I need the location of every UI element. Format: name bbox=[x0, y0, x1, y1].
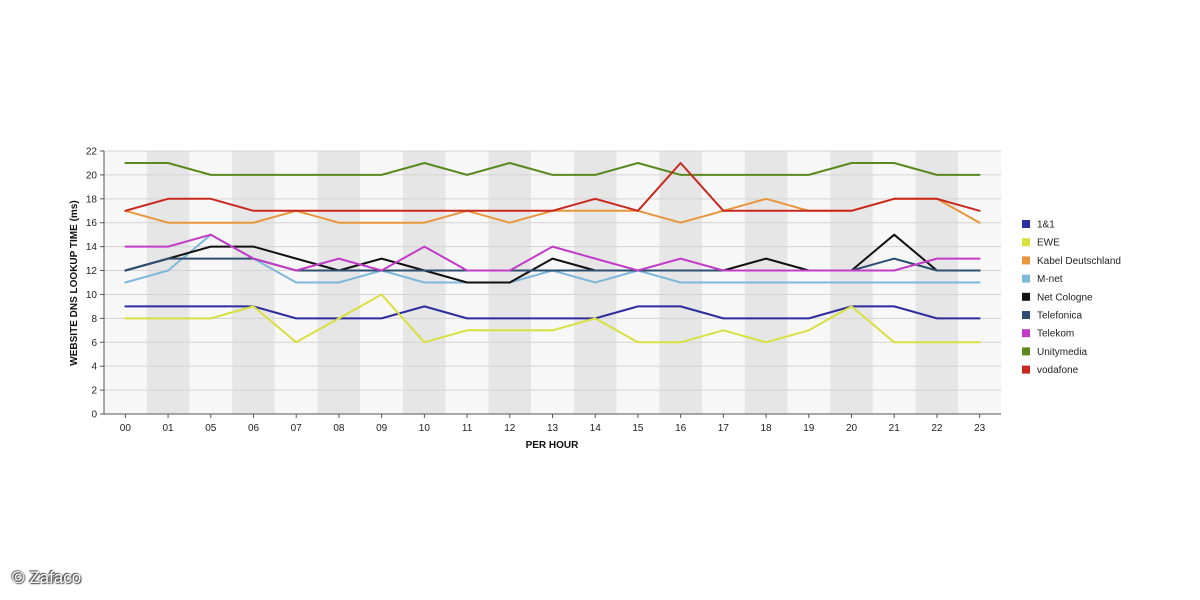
legend-label: vodafone bbox=[1037, 365, 1079, 376]
x-tick-label: 10 bbox=[419, 423, 431, 434]
x-tick-label: 12 bbox=[504, 423, 516, 434]
x-tick-label: 18 bbox=[761, 423, 773, 434]
x-tick-label: 01 bbox=[163, 423, 175, 434]
y-tick-label: 2 bbox=[91, 386, 97, 397]
y-tick-label: 10 bbox=[86, 290, 98, 301]
y-tick-label: 0 bbox=[91, 410, 97, 421]
legend-label: Net Cologne bbox=[1037, 292, 1093, 303]
x-tick-label: 23 bbox=[974, 423, 986, 434]
y-tick-label: 6 bbox=[91, 338, 97, 349]
legend-label: M-net bbox=[1037, 274, 1063, 285]
plot-band bbox=[531, 151, 574, 414]
plot-band bbox=[232, 151, 275, 414]
x-tick-label: 00 bbox=[120, 423, 132, 434]
legend-swatch bbox=[1022, 256, 1030, 265]
x-tick-label: 05 bbox=[205, 423, 217, 434]
legend-label: Unitymedia bbox=[1037, 347, 1087, 358]
y-axis-ticks: 0 2 4 6 8 10 12 14 16 18 20 22 bbox=[86, 147, 104, 421]
y-tick-label: 16 bbox=[86, 218, 98, 229]
x-tick-label: 13 bbox=[547, 423, 559, 434]
watermark: © Zafaco bbox=[12, 568, 82, 587]
legend-label: Telefonica bbox=[1037, 311, 1082, 322]
legend-swatch bbox=[1022, 311, 1030, 319]
x-tick-label: 09 bbox=[376, 423, 388, 434]
x-tick-label: 20 bbox=[846, 423, 858, 434]
legend-swatch bbox=[1022, 365, 1030, 374]
plot-band bbox=[146, 151, 190, 414]
legend-label: 1&1 bbox=[1037, 220, 1055, 231]
series-line bbox=[124, 233, 981, 272]
plot-band bbox=[189, 151, 233, 414]
plot-background bbox=[104, 151, 1001, 414]
legend-swatch bbox=[1022, 238, 1030, 247]
y-tick-label: 4 bbox=[91, 362, 97, 373]
x-tick-label: 15 bbox=[632, 423, 644, 434]
legend-swatch bbox=[1022, 274, 1030, 283]
plot-band bbox=[616, 151, 660, 414]
series-line bbox=[124, 305, 981, 320]
x-tick-label: 22 bbox=[931, 423, 943, 434]
series-line bbox=[124, 293, 981, 344]
x-tick-label: 06 bbox=[248, 423, 260, 434]
x-tick-label: 14 bbox=[590, 423, 602, 434]
y-axis-label: WEBSITE DNS LOOKUP TIME (ms) bbox=[69, 200, 80, 365]
legend-swatch bbox=[1022, 329, 1030, 338]
x-tick-label: 07 bbox=[291, 423, 303, 434]
y-tick-label: 14 bbox=[86, 242, 98, 253]
legend-swatch bbox=[1022, 347, 1030, 356]
legend-label: Telekom bbox=[1037, 329, 1074, 340]
series-line bbox=[124, 162, 981, 212]
x-tick-label: 21 bbox=[889, 423, 901, 434]
x-axis-ticks: 00 01 05 06 07 08 09 10 11 12 13 14 15 16 17 18 19 20 21 22… bbox=[120, 414, 986, 434]
legend-swatch bbox=[1022, 220, 1030, 228]
x-tick-label: 16 bbox=[675, 423, 687, 434]
legend-label: EWE bbox=[1037, 238, 1060, 249]
plot-band bbox=[360, 151, 403, 414]
x-tick-label: 08 bbox=[333, 423, 345, 434]
y-tick-label: 22 bbox=[86, 147, 98, 158]
x-axis-label: PER HOUR bbox=[526, 440, 580, 451]
x-tick-label: 11 bbox=[462, 423, 473, 434]
legend-label: Kabel Deutschland bbox=[1037, 256, 1121, 267]
y-tick-label: 8 bbox=[91, 314, 97, 325]
x-tick-label: 17 bbox=[718, 423, 730, 434]
y-tick-label: 12 bbox=[86, 266, 98, 277]
y-tick-label: 20 bbox=[86, 170, 98, 181]
x-tick-label: 19 bbox=[803, 423, 815, 434]
legend-swatch bbox=[1022, 292, 1030, 301]
series-lines bbox=[124, 162, 981, 344]
y-tick-label: 18 bbox=[86, 194, 98, 205]
legend: 1&1 EWE Kabel Deutschland M-net Net Cologne T… bbox=[1022, 220, 1121, 376]
series-line bbox=[124, 162, 981, 176]
